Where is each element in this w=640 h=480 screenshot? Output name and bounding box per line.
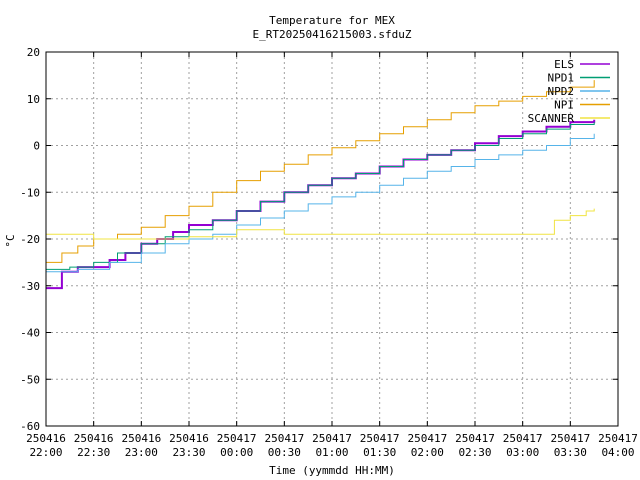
- y-axis-label: °C: [4, 234, 17, 247]
- y-tick-label: -10: [20, 186, 40, 199]
- x-tick-label-date: 250417: [550, 432, 590, 445]
- legend-label-els: ELS: [554, 58, 574, 71]
- y-tick-label: 20: [27, 46, 40, 59]
- y-tick-label: -30: [20, 280, 40, 293]
- chart-subtitle: E_RT20250416215003.sfduZ: [253, 28, 412, 41]
- series-line-npd1: [46, 122, 595, 270]
- grid: [46, 52, 618, 426]
- x-tick-label-date: 250416: [121, 432, 161, 445]
- x-tick-label-date: 250417: [360, 432, 400, 445]
- x-tick-label-time: 23:30: [172, 446, 205, 459]
- x-tick-label-date: 250417: [598, 432, 638, 445]
- x-tick-label-date: 250416: [26, 432, 66, 445]
- plot-border: [45, 51, 619, 427]
- x-tick-label-date: 250416: [74, 432, 114, 445]
- y-tick-label: -40: [20, 327, 40, 340]
- legend-label-npd1: NPD1: [548, 72, 575, 85]
- x-tick-label-time: 22:30: [77, 446, 110, 459]
- x-tick-label-date: 250417: [312, 432, 352, 445]
- x-tick-label-time: 03:00: [506, 446, 539, 459]
- legend-label-scanner: SCANNER: [528, 112, 575, 125]
- series-line-npi: [46, 80, 595, 263]
- series-line-scanner: [46, 208, 595, 240]
- x-axis: 25041622:0025041622:3025041623:002504162…: [26, 52, 638, 459]
- y-tick-label: -60: [20, 420, 40, 433]
- x-tick-label-time: 04:00: [601, 446, 634, 459]
- x-tick-label-time: 00:30: [268, 446, 301, 459]
- x-tick-label-date: 250417: [503, 432, 543, 445]
- x-axis-label: Time (yymmdd HH:MM): [269, 464, 395, 477]
- legend-label-npd2: NPD2: [548, 85, 575, 98]
- chart-title: Temperature for MEX: [269, 14, 395, 27]
- x-tick-label-time: 23:00: [125, 446, 158, 459]
- x-tick-label-date: 250417: [264, 432, 304, 445]
- x-tick-label-time: 03:30: [554, 446, 587, 459]
- series-group: [46, 80, 596, 290]
- y-tick-label: 10: [27, 93, 40, 106]
- y-tick-label: -50: [20, 373, 40, 386]
- x-tick-label-time: 02:30: [458, 446, 491, 459]
- x-tick-label-time: 22:00: [29, 446, 62, 459]
- y-axis: -60 -50 -40 -30 -20 -10 0 10 20: [20, 46, 618, 433]
- x-tick-label-date: 250417: [455, 432, 495, 445]
- x-tick-label-time: 00:00: [220, 446, 253, 459]
- y-tick-label: -20: [20, 233, 40, 246]
- legend-label-npi: NPI: [554, 99, 574, 112]
- x-tick-label-date: 250416: [169, 432, 209, 445]
- x-tick-label-date: 250417: [407, 432, 447, 445]
- x-tick-label-time: 01:30: [363, 446, 396, 459]
- x-tick-label-time: 01:00: [315, 446, 348, 459]
- x-tick-label-time: 02:00: [411, 446, 444, 459]
- y-tick-label: 0: [33, 140, 40, 153]
- x-tick-label-date: 250417: [217, 432, 257, 445]
- series-line-npd2: [46, 133, 595, 273]
